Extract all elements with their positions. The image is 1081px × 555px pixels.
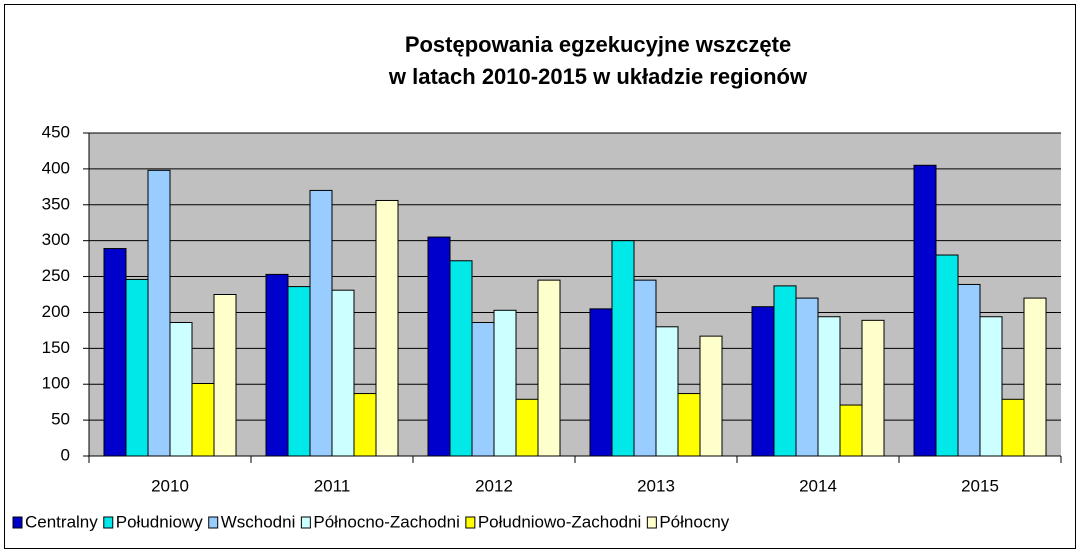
legend-marker [300,516,311,529]
legend-label: Południowy [116,512,203,531]
y-tick-label: 400 [42,158,70,177]
bar [471,321,495,457]
y-tick-label: 100 [42,374,70,393]
x-tick-label: 2012 [475,476,513,495]
bar [331,289,355,457]
bar [169,321,193,457]
legend-label: Północny [659,512,729,531]
bar [699,335,723,457]
bar [795,297,819,457]
bar [589,308,613,457]
legend-marker [103,516,114,529]
legend-label: Północno-Zachodni [313,512,459,531]
bar [751,306,775,457]
legend-label: Południowo-Zachodni [478,512,642,531]
x-tick-label: 2011 [314,476,351,495]
legend-marker [208,516,219,529]
bar [353,393,377,457]
bar [515,398,539,457]
bar [861,319,885,457]
bar [125,278,149,457]
legend-marker [12,516,23,529]
bar [935,254,959,457]
y-tick-label: 0 [61,445,70,464]
bar [493,309,517,457]
bar [839,404,863,457]
legend-marker [646,516,657,529]
bar [611,240,635,457]
legend-label: Wschodni [221,512,296,531]
y-tick-label: 50 [51,410,70,429]
y-tick-label: 450 [42,122,70,141]
bar [147,169,171,457]
bar [913,164,937,457]
bar [817,316,841,457]
x-tick-label: 2010 [151,476,189,495]
bar [1001,398,1025,457]
bar [449,260,473,457]
x-tick-label: 2013 [637,476,675,495]
y-tick-label: 350 [42,194,70,213]
legend-label: Centralny [25,512,98,531]
y-tick-label: 250 [42,266,70,285]
bar [655,326,679,457]
y-tick-label: 300 [42,230,70,249]
x-tick-label: 2015 [961,476,999,495]
bar [309,189,333,457]
bar [265,273,289,457]
y-tick-label: 200 [42,302,70,321]
bar [1023,297,1047,457]
legend-marker [465,516,476,529]
chart-title: Postępowania egzekucyjne wszczęte [405,32,791,57]
bar [979,316,1003,457]
bar [773,285,797,457]
chart-title: w latach 2010-2015 w układzie regionów [388,64,808,89]
bar [213,294,237,457]
y-tick-label: 150 [42,338,70,357]
bar [287,286,311,457]
plot-area [89,133,1061,456]
bar [427,236,451,457]
bar [633,279,657,457]
x-tick-label: 2014 [799,476,837,495]
bar [375,199,399,457]
bar [191,383,215,457]
bar [677,393,701,457]
bar [957,283,981,457]
bar [103,248,127,457]
bar [537,279,561,457]
